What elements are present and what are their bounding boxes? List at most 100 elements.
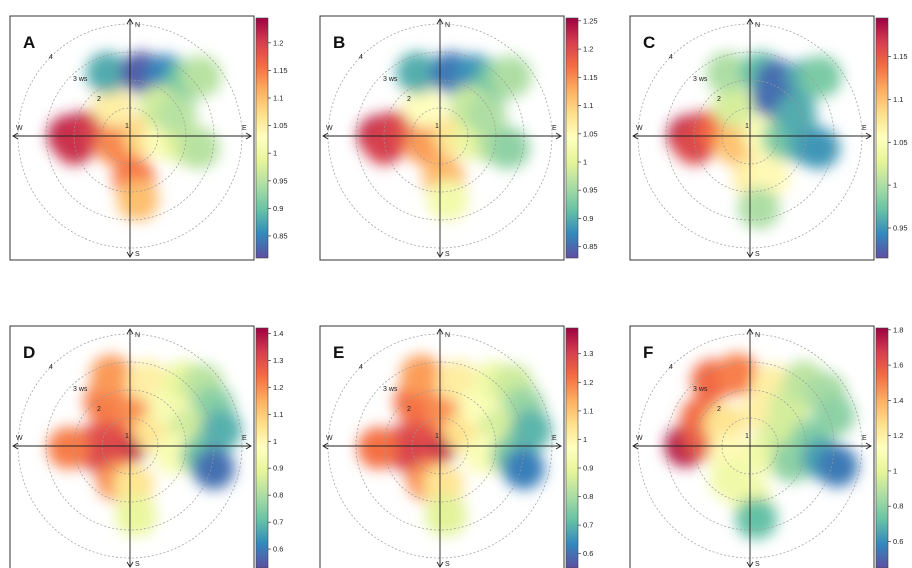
colorbar-tick-label: 1.4 <box>273 329 283 338</box>
ring-label-4: 4 <box>359 364 363 371</box>
dir-label-n: N <box>445 22 450 29</box>
arrowhead-s <box>126 251 134 258</box>
ring-label-3: 3 ws <box>693 76 708 83</box>
heat-cell <box>737 187 780 230</box>
colorbar-tick-label: 1.2 <box>273 383 283 392</box>
heat-cell <box>502 447 545 490</box>
heat-cell <box>47 427 90 470</box>
panel-f: N S W E 1 2 3 ws 4 F 0.6 0.8 1 1.2 1.4 1.6 1.8 <box>629 325 903 568</box>
colorbar-tick-label: 1.3 <box>583 349 593 358</box>
ring-label-1: 1 <box>435 433 439 440</box>
heat-cell <box>357 427 400 470</box>
panel-letter: B <box>333 33 345 52</box>
heat-cell <box>712 85 755 128</box>
heat-cell <box>747 155 790 198</box>
heat-cell <box>179 55 222 98</box>
dir-label-e: E <box>242 435 247 442</box>
colorbar-tick-label: 1 <box>273 149 277 158</box>
arrowhead-s <box>746 251 754 258</box>
colorbar-tick-label: 1.1 <box>583 101 593 110</box>
ring-label-1: 1 <box>125 433 129 440</box>
arrowhead-e <box>245 442 252 450</box>
colorbar-tick-label: 1.1 <box>583 406 593 415</box>
ring-label-3: 3 ws <box>73 76 88 83</box>
dir-label-w: W <box>636 435 643 442</box>
colorbar-tick-label: 1.6 <box>893 361 903 370</box>
heat-cell <box>425 494 468 537</box>
heatmap-surface <box>357 354 552 537</box>
dir-label-s: S <box>755 561 760 568</box>
colorbar-tick-label: 1.15 <box>273 66 288 75</box>
heat-cell <box>426 178 469 221</box>
panel-letter: E <box>333 343 344 362</box>
ring-label-1: 1 <box>745 433 749 440</box>
compass-axes <box>12 18 252 258</box>
heat-cell <box>90 354 133 397</box>
ring-label-3: 3 ws <box>73 386 88 393</box>
colorbar-tick-label: 0.9 <box>583 214 593 223</box>
panel-letter: C <box>643 33 655 52</box>
colorbar-tick-label: 1 <box>583 435 587 444</box>
ring-label-4: 4 <box>359 54 363 61</box>
colorbar-tick-label: 1.15 <box>583 73 598 82</box>
ring-label-2: 2 <box>407 96 411 103</box>
dir-label-e: E <box>862 125 867 132</box>
dir-label-n: N <box>755 332 760 339</box>
dir-label-s: S <box>755 251 760 258</box>
dir-label-w: W <box>326 125 333 132</box>
heat-cell <box>716 353 759 396</box>
ring-label-2: 2 <box>717 406 721 413</box>
dir-label-w: W <box>326 435 333 442</box>
ring-label-4: 4 <box>669 54 673 61</box>
dir-label-s: S <box>445 251 450 258</box>
colorbar-tick-label: 1.25 <box>583 16 598 25</box>
arrowhead-w <box>322 442 329 450</box>
heat-cell <box>115 494 158 537</box>
ring-label-3: 3 ws <box>383 386 398 393</box>
colorbar-gradient <box>875 327 889 568</box>
heat-cell <box>487 127 530 170</box>
colorbar-tick-label: 1.2 <box>273 38 283 47</box>
arrowhead-n <box>126 328 134 335</box>
compass-axes <box>632 18 872 258</box>
arrowhead-s <box>126 561 134 568</box>
heat-cell <box>706 51 748 94</box>
ring-label-3: 3 ws <box>693 386 708 393</box>
heat-cell <box>464 93 507 136</box>
colorbar-tick-label: 0.6 <box>893 537 903 546</box>
dir-label-w: W <box>16 435 23 442</box>
ring-label-1: 1 <box>435 123 439 130</box>
dir-label-s: S <box>135 251 140 258</box>
heat-cell <box>797 127 840 170</box>
colorbar-tick-label: 0.85 <box>273 231 288 240</box>
dir-label-n: N <box>135 332 140 339</box>
arrowhead-n <box>126 18 134 25</box>
ring-label-2: 2 <box>97 96 101 103</box>
dir-label-n: N <box>755 22 760 29</box>
ring-label-3: 3 ws <box>383 76 398 83</box>
panel-letter: D <box>23 343 35 362</box>
arrowhead-s <box>436 561 444 568</box>
arrowhead-e <box>865 132 872 140</box>
arrowhead-n <box>746 328 754 335</box>
dir-label-e: E <box>862 435 867 442</box>
dir-label-e: E <box>552 435 557 442</box>
panel-letter: A <box>23 33 35 52</box>
dir-label-n: N <box>135 22 140 29</box>
colorbar-tick-label: 0.95 <box>273 176 288 185</box>
ring-label-1: 1 <box>125 123 129 130</box>
arrowhead-e <box>865 442 872 450</box>
colorbar-tick-label: 0.6 <box>273 545 283 554</box>
colorbar-gradient <box>255 17 269 259</box>
arrowhead-n <box>746 18 754 25</box>
panel-b: N S W E 1 2 3 ws 4 B 0.85 0.9 0.95 1 1.05 1.1 1.15 1.2 1.… <box>319 15 598 261</box>
ring-label-4: 4 <box>669 364 673 371</box>
colorbar-tick-label: 0.9 <box>273 464 283 473</box>
colorbar-tick-label: 1.2 <box>893 431 903 440</box>
dir-label-w: W <box>16 125 23 132</box>
heat-cell <box>489 55 532 98</box>
arrowhead-e <box>555 132 562 140</box>
colorbar-tick-label: 0.6 <box>583 549 593 558</box>
colorbar-tick-label: 1.8 <box>893 325 903 334</box>
